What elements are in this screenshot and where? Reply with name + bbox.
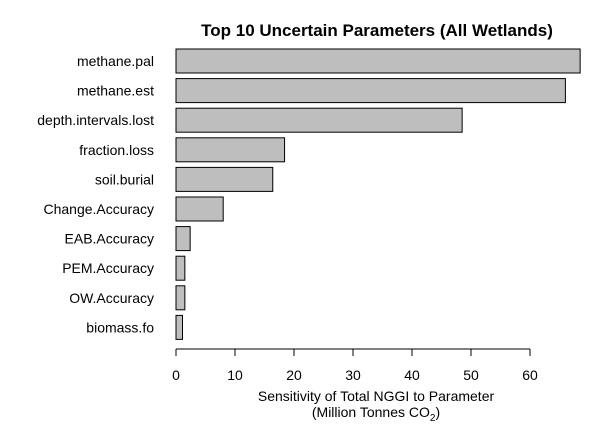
x-tick-label-20: 20: [286, 367, 302, 383]
category-label-fraction-loss: fraction.loss: [79, 142, 154, 158]
category-label-biomass-fo: biomass.fo: [86, 319, 154, 335]
bar-fraction-loss: [175, 137, 286, 163]
bar-biomass-fo: [175, 314, 183, 340]
category-label-change-accuracy: Change.Accuracy: [43, 201, 154, 217]
x-tick-label-40: 40: [404, 367, 420, 383]
category-label-eab-accuracy: EAB.Accuracy: [65, 231, 154, 247]
x-axis-label-unit-suffix: ): [435, 404, 440, 420]
category-labels: methane.pal methane.est depth.intervals.lo…: [37, 53, 154, 335]
category-label-depth-intervals-lost: depth.intervals.lost: [37, 112, 154, 128]
x-axis: 0 10 20 30 40 50 60: [172, 348, 538, 383]
x-axis-label-line1: Sensitivity of Total NGGI to Parameter: [258, 388, 495, 404]
chart-title: Top 10 Uncertain Parameters (All Wetland…: [201, 21, 553, 40]
bar-methane-est: [175, 78, 566, 104]
x-tick-label-30: 30: [345, 367, 361, 383]
x-tick-label-0: 0: [172, 367, 180, 383]
x-tick-label-50: 50: [463, 367, 479, 383]
category-label-ow-accuracy: OW.Accuracy: [69, 290, 154, 306]
bar-pem-accuracy: [175, 255, 186, 281]
bar-change-accuracy: [175, 196, 224, 222]
x-axis-label-line2: (Million Tonnes CO2): [312, 404, 440, 424]
x-tick-label-60: 60: [522, 367, 538, 383]
category-label-pem-accuracy: PEM.Accuracy: [62, 260, 154, 276]
bar-depth-intervals-lost: [175, 107, 463, 133]
bar-group: [175, 48, 581, 340]
bar-soil-burial: [175, 166, 274, 192]
x-axis-label-unit-prefix: (Million Tonnes CO: [312, 404, 430, 420]
x-axis-label-unit-subscript: 2: [430, 413, 436, 424]
category-label-methane-est: methane.est: [77, 83, 154, 99]
bar-methane-pal: [175, 48, 581, 74]
category-label-soil-burial: soil.burial: [95, 171, 154, 187]
category-label-methane-pal: methane.pal: [77, 53, 154, 69]
x-tick-label-10: 10: [227, 367, 243, 383]
bar-eab-accuracy: [175, 226, 191, 252]
bar-ow-accuracy: [175, 285, 186, 311]
